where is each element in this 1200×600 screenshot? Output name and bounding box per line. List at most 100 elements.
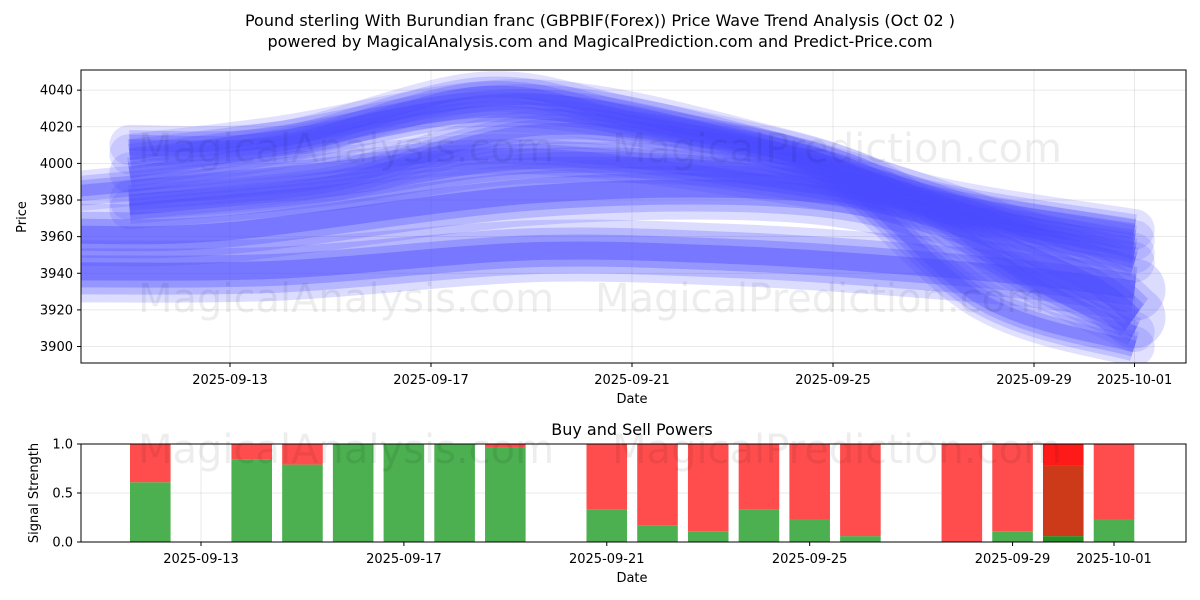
price-watermarks: MagicalAnalysis.com MagicalPrediction.co… bbox=[138, 126, 1062, 322]
power-y-tick-label: 1.0 bbox=[52, 438, 73, 453]
buy-bar-2025-09-26 bbox=[840, 536, 881, 542]
wave-series-6-band bbox=[127, 101, 1138, 357]
buy-bar-2025-09-15 bbox=[282, 464, 323, 542]
price-x-tick-label: 2025-09-25 bbox=[795, 373, 871, 388]
price-x-tick-label: 2025-09-17 bbox=[393, 373, 469, 388]
price-x-tick-label: 2025-10-01 bbox=[1097, 373, 1173, 388]
wave-series-4-band bbox=[129, 81, 1140, 342]
wave-series-3-band bbox=[81, 148, 1136, 259]
buy-bar-2025-09-24 bbox=[738, 509, 780, 542]
wave-series-2-band bbox=[81, 157, 1166, 349]
price-y-tick-label: 4020 bbox=[40, 120, 73, 135]
buy-bar-2025-09-21 bbox=[586, 509, 628, 542]
wave-series-6-band bbox=[128, 105, 1137, 353]
wave-series-4-band bbox=[109, 71, 1155, 353]
buy-bar-2025-10-01 bbox=[1093, 519, 1135, 542]
wave-series-6-band bbox=[127, 96, 1139, 361]
price-chart: MagicalAnalysis.com MagicalPrediction.co… bbox=[15, 69, 1187, 407]
buy-bar-2025-09-18 bbox=[434, 444, 475, 542]
price-waves bbox=[81, 71, 1166, 363]
sell-bar-2025-10-01 bbox=[1093, 444, 1135, 520]
sell-bar-2025-09-26 bbox=[840, 444, 881, 537]
power-x-tick-label: 2025-10-01 bbox=[1076, 552, 1152, 567]
sell-bar-2025-09-15 bbox=[282, 444, 323, 465]
price-y-tick-label: 3920 bbox=[40, 303, 73, 318]
wave-series-5-band bbox=[128, 88, 1137, 240]
wave-series-8-band bbox=[109, 142, 1155, 261]
buy-bar-2025-09-25 bbox=[789, 519, 830, 542]
price-x-tick-label: 2025-09-21 bbox=[594, 373, 670, 388]
power-watermarks: MagicalAnalysis.com MagicalPrediction.co… bbox=[138, 427, 1062, 473]
power-chart-title: Buy and Sell Powers bbox=[551, 420, 713, 439]
buy-bar-2025-09-19 bbox=[485, 447, 526, 542]
sell-bar-2025-09-22 bbox=[637, 444, 678, 526]
price-y-tick-label: 3960 bbox=[40, 230, 73, 245]
watermark-prediction-bottom: MagicalPrediction.com bbox=[595, 276, 1045, 322]
wave-series-5-band bbox=[127, 84, 1137, 245]
buy-bar-2025-09-16 bbox=[332, 444, 374, 542]
wave-series-3-band bbox=[81, 143, 1137, 264]
price-y-tick-label: 3940 bbox=[40, 267, 73, 282]
power-y-ticks: 0.0 0.5 1.0 bbox=[52, 438, 81, 551]
wave-series-7-band bbox=[128, 113, 1139, 277]
power-y-axis-label: Signal Strength bbox=[27, 443, 42, 543]
power-x-axis-label: Date bbox=[616, 571, 647, 586]
wave-series-2-band bbox=[81, 172, 1145, 331]
watermark-prediction-top: MagicalPrediction.com bbox=[612, 126, 1062, 172]
wave-series-8-band bbox=[128, 156, 1136, 247]
sell-bar-2025-09-14 bbox=[231, 444, 273, 460]
price-y-tick-label: 3900 bbox=[40, 340, 73, 355]
figure-title-line1: Pound sterling With Burundian franc (GBP… bbox=[245, 11, 955, 30]
power-x-ticks: 2025-09-13 2025-09-17 2025-09-21 2025-09-25… bbox=[163, 542, 1152, 567]
wave-series-5-band bbox=[109, 79, 1155, 250]
figure-title-line2: powered by MagicalAnalysis.com and Magic… bbox=[267, 32, 932, 51]
wave-series-1-band bbox=[81, 241, 1136, 299]
price-x-axis-label: Date bbox=[616, 392, 647, 407]
sell-bar-2025-09-28 bbox=[941, 444, 983, 542]
wave-series-4-band bbox=[129, 76, 1142, 346]
wave-series-1-band bbox=[81, 234, 1137, 306]
price-plot-frame bbox=[80, 69, 1187, 364]
wave-series-8-band bbox=[128, 151, 1137, 251]
wave-series-1-band bbox=[81, 227, 1138, 313]
power-y-tick-label: 0.5 bbox=[52, 487, 73, 502]
buy-bar-2025-09-17 bbox=[383, 444, 425, 542]
wave-series-7-band bbox=[128, 122, 1137, 268]
wave-series-2-band bbox=[81, 165, 1150, 336]
power-chart: Buy and Sell Powers MagicalAnalysis.com … bbox=[27, 420, 1187, 586]
wave-series-4-band bbox=[129, 85, 1138, 338]
sell-bar-2025-09-24 bbox=[738, 444, 780, 510]
buy-bar-2025-09-29 bbox=[992, 531, 1033, 542]
wave-series-7-band bbox=[109, 108, 1155, 283]
price-x-tick-label: 2025-09-29 bbox=[996, 373, 1072, 388]
price-y-tick-label: 4000 bbox=[40, 157, 73, 172]
buy-bar-2025-09-12 bbox=[129, 482, 171, 542]
buy-bar-2025-09-30 bbox=[1042, 536, 1084, 542]
power-x-tick-label: 2025-09-13 bbox=[163, 552, 239, 567]
wave-series-7-band bbox=[128, 118, 1138, 273]
sell-bar-2025-09-21 bbox=[586, 444, 628, 510]
sell-bar-2025-09-25 bbox=[789, 444, 830, 520]
power-x-tick-label: 2025-09-25 bbox=[772, 552, 848, 567]
power-x-tick-label: 2025-09-29 bbox=[975, 552, 1051, 567]
wave-series-5-band bbox=[128, 93, 1136, 236]
watermark-prediction-power: MagicalPrediction.com bbox=[612, 427, 1062, 473]
price-y-axis-label: Price bbox=[15, 201, 30, 233]
price-x-tick-label: 2025-09-13 bbox=[192, 373, 268, 388]
sell-bar-2025-09-23 bbox=[687, 444, 729, 532]
buy-bar-2025-09-14 bbox=[231, 459, 273, 542]
power-bars bbox=[129, 444, 1135, 542]
sell-bar-2025-09-30 bbox=[1042, 444, 1084, 466]
price-x-ticks: 2025-09-13 2025-09-17 2025-09-21 2025-09-25… bbox=[192, 363, 1172, 388]
watermark-analysis-top: MagicalAnalysis.com bbox=[138, 126, 554, 172]
wave-series-8-band bbox=[128, 147, 1138, 256]
wave-series-1-band bbox=[81, 219, 1166, 321]
sell-bar-2025-09-19 bbox=[485, 444, 526, 448]
price-y-ticks: 3900 3920 3940 3960 3980 4000 4020 4040 bbox=[40, 84, 81, 355]
sell-bar-2025-09-29 bbox=[992, 444, 1033, 532]
power-x-tick-label: 2025-09-17 bbox=[366, 552, 442, 567]
sell-bar-2025-09-12 bbox=[129, 444, 171, 483]
price-y-tick-label: 4040 bbox=[40, 84, 73, 99]
watermark-analysis-power: MagicalAnalysis.com bbox=[138, 427, 554, 473]
